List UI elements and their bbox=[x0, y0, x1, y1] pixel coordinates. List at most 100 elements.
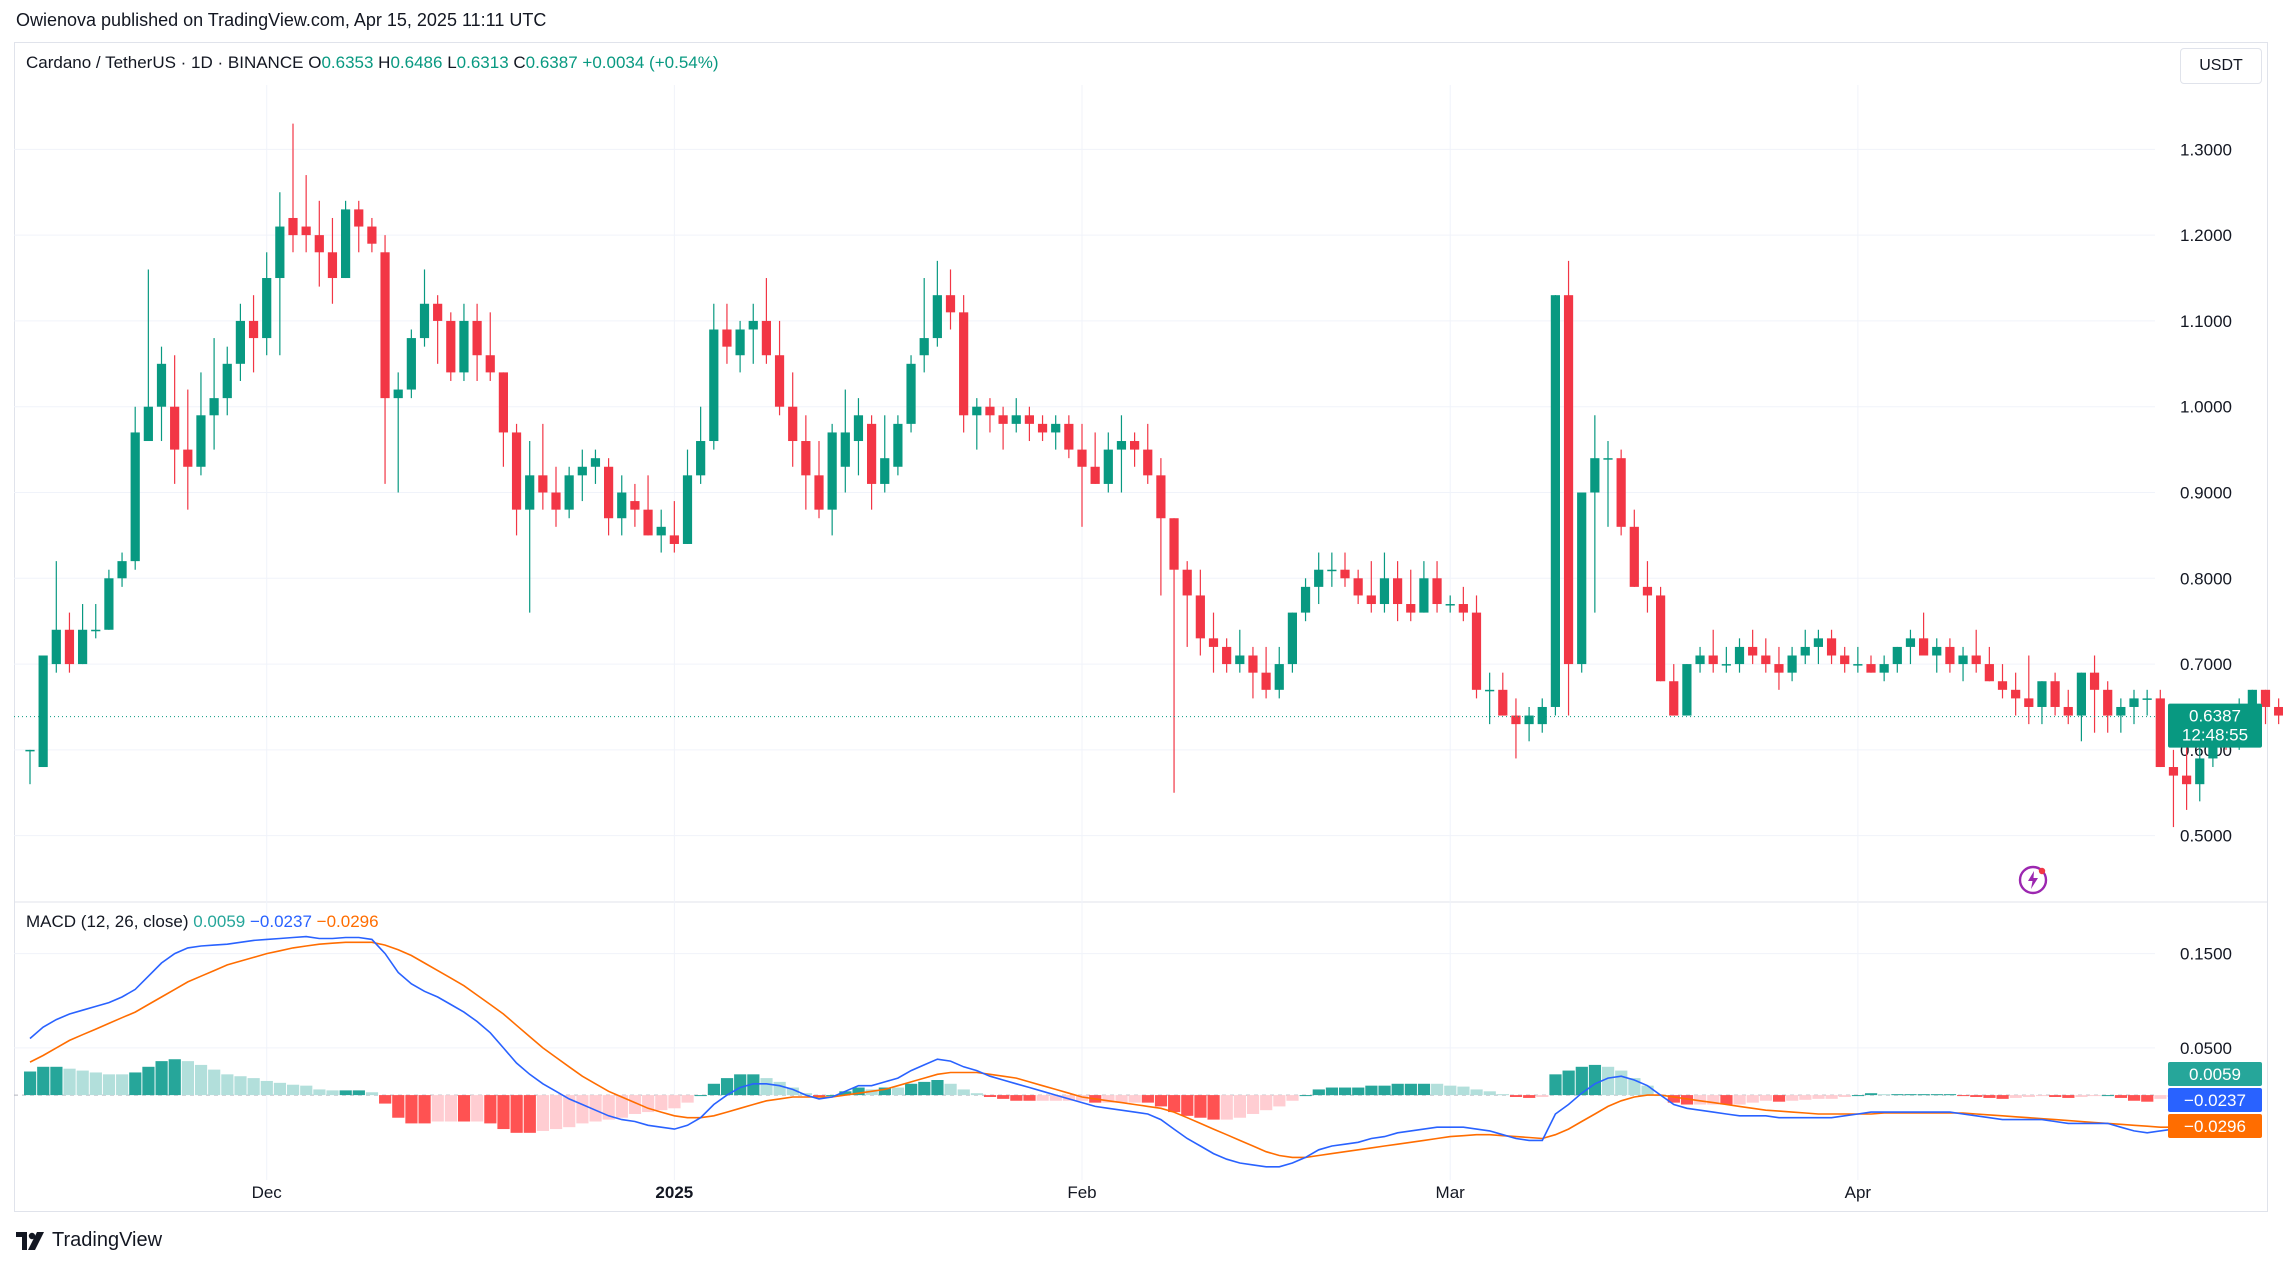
candle bbox=[248, 295, 259, 373]
candle-body bbox=[1840, 655, 1850, 665]
candle-body bbox=[1932, 646, 1942, 656]
candle bbox=[590, 449, 601, 484]
macd-histogram-bar bbox=[339, 1090, 352, 1096]
macd-histogram-bar bbox=[352, 1090, 365, 1096]
candle bbox=[1537, 698, 1547, 733]
symbol-legend[interactable]: Cardano / TetherUS · 1D · BINANCE O0.635… bbox=[26, 53, 719, 73]
candle bbox=[1300, 578, 1311, 622]
macd-histogram-bar bbox=[1365, 1085, 1378, 1096]
candle-body bbox=[1037, 423, 1048, 433]
candle bbox=[617, 475, 627, 536]
macd-histogram-bar bbox=[2101, 1095, 2114, 1097]
candle-body bbox=[2089, 672, 2100, 690]
macd-histogram-bar bbox=[392, 1095, 405, 1118]
candle bbox=[2076, 672, 2086, 742]
candle bbox=[2037, 681, 2047, 725]
candle-body bbox=[433, 303, 443, 321]
macd-histogram-bar bbox=[457, 1095, 471, 1122]
macd-histogram-bar bbox=[1417, 1083, 1431, 1096]
time-tick-label: Feb bbox=[1067, 1183, 1096, 1202]
candle-body bbox=[1826, 638, 1837, 656]
lightning-icon[interactable] bbox=[2017, 864, 2049, 896]
macd-histogram-bar bbox=[589, 1095, 602, 1122]
signal-tag-bg bbox=[2168, 1114, 2262, 1138]
price-tick-label: 0.5000 bbox=[2180, 827, 2232, 846]
macd-histogram-bar bbox=[181, 1061, 194, 1096]
macd-histogram-bar bbox=[1207, 1095, 1220, 1120]
candle bbox=[1708, 629, 1718, 673]
candle-body bbox=[1892, 646, 1902, 665]
candle-body bbox=[1563, 295, 1574, 665]
candle bbox=[1314, 552, 1324, 605]
currency-button[interactable]: USDT bbox=[2180, 48, 2262, 84]
time-axis: Dec 2025 Feb Mar Apr bbox=[252, 1183, 1872, 1202]
candle-body bbox=[590, 458, 601, 467]
candle bbox=[2024, 655, 2034, 725]
candle-body bbox=[972, 406, 982, 416]
candle bbox=[1866, 655, 1876, 673]
candle-body bbox=[1669, 681, 1679, 716]
macd-histogram-bar bbox=[2088, 1095, 2101, 1097]
candle-body bbox=[985, 406, 995, 416]
candle-body bbox=[1406, 604, 1416, 613]
macd-histogram-bar bbox=[1838, 1095, 1851, 1097]
candle-body bbox=[485, 355, 495, 373]
macd-histogram-bar bbox=[497, 1095, 510, 1130]
candle bbox=[1195, 569, 1205, 656]
candle bbox=[1550, 295, 1560, 716]
macd-histogram-bar bbox=[129, 1072, 142, 1096]
candle-body bbox=[1366, 595, 1376, 605]
macd-histogram-bar bbox=[760, 1078, 773, 1096]
candle-body bbox=[801, 441, 811, 476]
candle-body bbox=[1550, 295, 1560, 707]
macd-histogram-bar bbox=[1575, 1066, 1588, 1096]
macd-histogram-bar bbox=[1851, 1095, 1865, 1097]
candle bbox=[880, 415, 890, 493]
candle-body bbox=[1169, 518, 1179, 570]
candle-body bbox=[1011, 415, 1021, 424]
candle-body bbox=[393, 389, 403, 399]
candle bbox=[538, 423, 548, 510]
macd-histogram-bar bbox=[379, 1095, 392, 1104]
candle bbox=[222, 346, 232, 416]
candle-body bbox=[248, 320, 259, 339]
symbol-name[interactable]: Cardano / TetherUS · 1D · BINANCE bbox=[26, 53, 304, 72]
candle-body bbox=[2024, 698, 2034, 707]
candle-body bbox=[2103, 689, 2113, 716]
macd-legend[interactable]: MACD (12, 26, close) 0.0059 −0.0237 −0.0… bbox=[26, 912, 379, 932]
macd-name[interactable]: MACD (12, 26, close) bbox=[26, 912, 189, 931]
candle bbox=[341, 200, 351, 279]
candle-body bbox=[2076, 672, 2086, 716]
candle bbox=[1248, 646, 1258, 699]
macd-histogram-bar bbox=[247, 1078, 260, 1096]
candle bbox=[156, 346, 167, 442]
candle-body bbox=[1222, 646, 1232, 665]
macd-histogram-bar bbox=[1772, 1095, 1786, 1102]
macd-histogram-bar bbox=[786, 1087, 799, 1096]
candle bbox=[1748, 629, 1758, 665]
candle bbox=[959, 295, 969, 433]
candle bbox=[788, 372, 798, 467]
candle-body bbox=[2195, 758, 2205, 785]
macd-histogram-bar bbox=[1509, 1095, 1523, 1097]
candle bbox=[1090, 432, 1100, 484]
candle-body bbox=[51, 629, 61, 665]
macd-histogram-bar bbox=[1943, 1094, 1957, 1096]
candle bbox=[2103, 681, 2113, 733]
candle bbox=[209, 338, 219, 450]
macd-histogram-bar bbox=[300, 1085, 313, 1096]
candle-body bbox=[814, 475, 824, 510]
candle bbox=[801, 415, 811, 510]
candle-body bbox=[288, 217, 298, 236]
candle bbox=[1656, 586, 1666, 682]
macd-histogram-bar bbox=[1878, 1094, 1891, 1096]
candle bbox=[985, 398, 995, 433]
candle-body bbox=[1721, 664, 1731, 666]
tradingview-logo[interactable]: TradingView bbox=[16, 1229, 162, 1252]
candle bbox=[1800, 629, 1810, 665]
candle-body bbox=[1734, 646, 1745, 665]
candle-body bbox=[840, 432, 850, 467]
macd-histogram-bar bbox=[405, 1095, 418, 1124]
price-tick-label: 0.8000 bbox=[2180, 569, 2232, 588]
